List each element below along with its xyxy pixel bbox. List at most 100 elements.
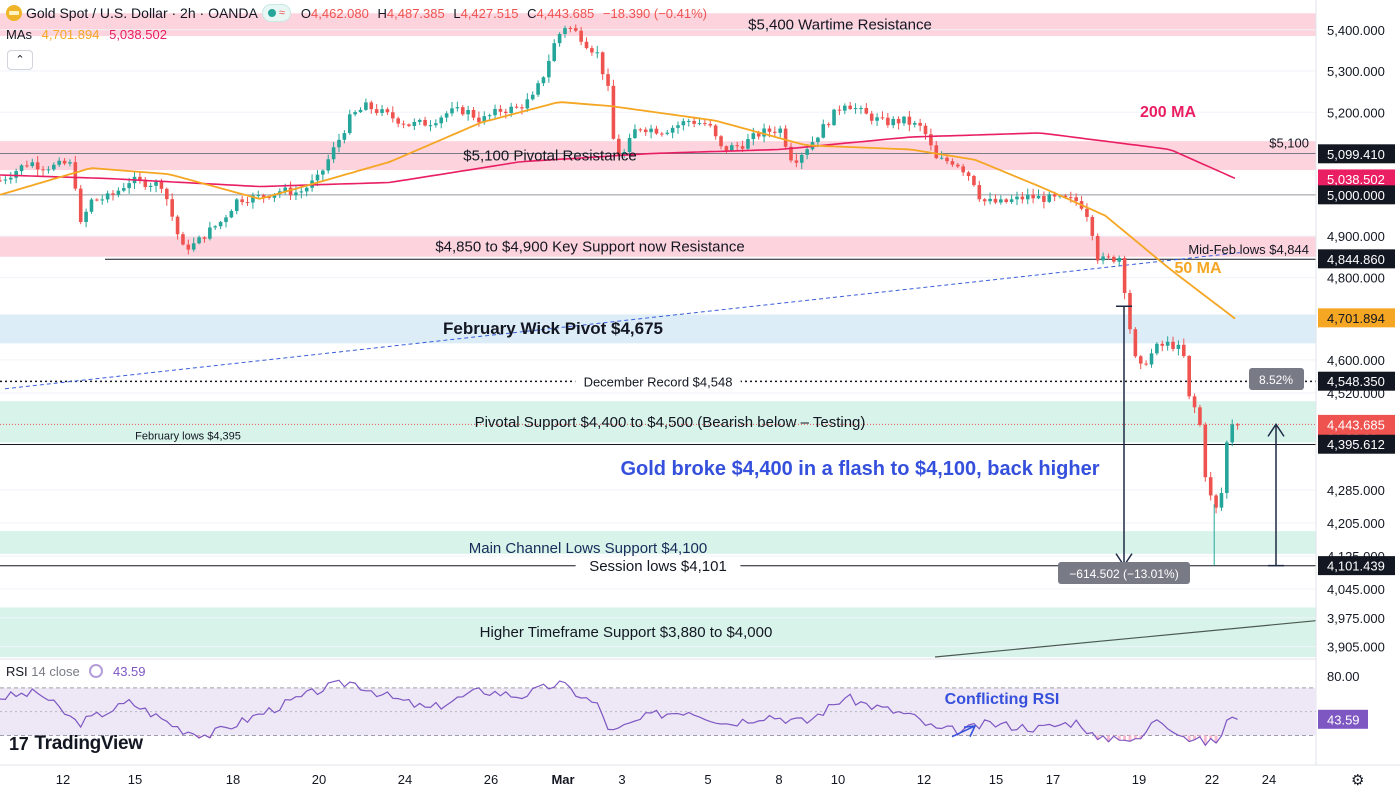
- time-axis-tick: 12: [56, 772, 70, 787]
- candle-body: [767, 128, 772, 132]
- candle-body: [407, 124, 411, 126]
- higher-timeframe-trendline: [934, 620, 1317, 658]
- level-label-december-record: December Record $4,548: [584, 374, 733, 389]
- zone-label: Higher Timeframe Support $3,880 to $4,00…: [480, 624, 773, 641]
- rsi-current-label-box: [1318, 709, 1368, 729]
- candle-body: [611, 85, 616, 139]
- rsi-legend[interactable]: RSI 14 close 43.59: [6, 664, 146, 679]
- candle-body: [972, 176, 976, 186]
- collapse-legend-button[interactable]: ⌃: [7, 50, 33, 70]
- time-axis-tick: 18: [226, 772, 240, 787]
- candle-body: [579, 30, 583, 42]
- gear-icon[interactable]: ⚙: [1351, 772, 1365, 789]
- candle-body: [224, 217, 228, 223]
- candle-body: [208, 227, 212, 239]
- time-axis-tick: 3: [618, 772, 625, 787]
- candle-body: [993, 198, 998, 203]
- candle-body: [799, 154, 804, 163]
- candle-body: [1176, 344, 1181, 349]
- time-axis-tick: 24: [1262, 772, 1276, 787]
- candle-body: [1063, 195, 1068, 198]
- candle-body: [1160, 343, 1165, 346]
- candle-body: [929, 134, 933, 146]
- high-label: H: [377, 5, 387, 21]
- candle-body: [423, 119, 427, 126]
- candle-body: [1138, 356, 1143, 364]
- candle-body: [945, 157, 949, 162]
- candle-body: [46, 169, 51, 171]
- candle-body: [170, 199, 174, 217]
- low-value: 4,427.515: [460, 5, 519, 21]
- measure-down-badge: [1058, 562, 1190, 584]
- candle-body: [853, 108, 858, 110]
- rsi-settings-ring-icon[interactable]: [89, 664, 104, 678]
- price-label: 4,701.894: [1327, 311, 1385, 326]
- candle-body: [175, 216, 180, 235]
- candle-body: [0, 180, 2, 182]
- candle-body: [573, 28, 578, 31]
- candle-body: [729, 145, 734, 151]
- price-axis-tick: 3,975.000: [1327, 611, 1385, 626]
- candle-body: [143, 179, 148, 188]
- time-axis-tick: 20: [312, 772, 326, 787]
- candle-body: [525, 99, 530, 109]
- ma50-annotation: 50 MA: [1174, 260, 1222, 277]
- candle-body: [934, 145, 939, 159]
- candle-body: [1235, 424, 1240, 426]
- candle-body: [455, 107, 460, 109]
- candle-body: [444, 113, 449, 118]
- candle-body: [918, 122, 922, 126]
- rsi-line: [0, 679, 1238, 747]
- candle-body: [939, 157, 944, 159]
- candle-body: [466, 110, 470, 115]
- tradingview-logo[interactable]: 17 TradingView: [9, 733, 143, 755]
- close-label: C: [527, 5, 537, 21]
- candle-body: [509, 106, 513, 113]
- candle-body: [84, 211, 88, 223]
- candle-body: [229, 211, 234, 218]
- zone-label: Pivotal Support $4,400 to $4,500 (Bearis…: [475, 414, 866, 431]
- candle-body: [321, 170, 325, 175]
- price-axis-tick: 4,045.000: [1327, 582, 1385, 597]
- candle-body: [660, 133, 664, 135]
- rsi-divergence-arrow: [951, 725, 976, 738]
- price-label: 5,000.000: [1327, 188, 1385, 203]
- price-label: 5,038.502: [1327, 172, 1385, 187]
- candle-body: [1122, 257, 1127, 293]
- candle-body: [396, 118, 400, 124]
- ma-legend-label: MAs: [6, 27, 32, 42]
- candle-body: [1230, 424, 1235, 443]
- time-axis-tick: 5: [704, 772, 711, 787]
- ohlc-readout: O4,462.080 H4,487.385 L4,427.515 C4,443.…: [301, 6, 712, 21]
- candle-body: [41, 169, 45, 171]
- candle-body: [686, 120, 691, 122]
- candle-body: [762, 128, 766, 137]
- tradingview-mark-icon: 17: [9, 733, 29, 754]
- price-label-box: [1318, 434, 1395, 454]
- candle-body: [1036, 195, 1041, 199]
- candle-body: [358, 109, 363, 113]
- tradingview-logo-text: TradingView: [34, 733, 143, 754]
- candle-body: [649, 128, 653, 133]
- candle-body: [773, 131, 777, 133]
- market-status-toggle[interactable]: ≈: [261, 4, 291, 22]
- ma-legend[interactable]: MAs 4,701.894 5,038.502: [6, 27, 167, 42]
- candle-body: [783, 128, 788, 147]
- candle-body: [165, 188, 169, 200]
- candle-body: [622, 151, 626, 156]
- price-label-box: [1318, 249, 1395, 269]
- candle-body: [347, 114, 352, 134]
- symbol-title[interactable]: Gold Spot / U.S. Dollar · 2h · OANDA: [26, 5, 258, 21]
- candle-body: [665, 132, 670, 134]
- candle-body: [966, 172, 971, 177]
- candle-body: [89, 199, 94, 212]
- price-label: 4,548.350: [1327, 374, 1385, 389]
- candle-body: [869, 113, 874, 121]
- candle-body: [498, 108, 503, 112]
- candle-body: [826, 124, 831, 126]
- price-label-box: [1318, 371, 1395, 391]
- candle-body: [1149, 353, 1154, 365]
- price-axis-tick: 4,205.000: [1327, 516, 1385, 531]
- candle-body: [1208, 477, 1213, 496]
